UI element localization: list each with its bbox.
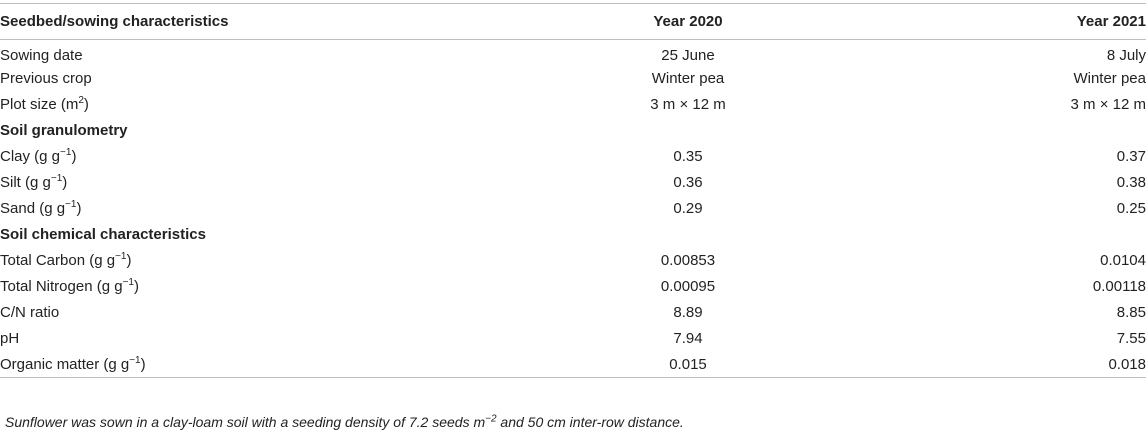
- value-2021: 0.37: [1116, 148, 1146, 165]
- value-2021: 0.0104: [1100, 252, 1146, 269]
- row-label: C/N ratio: [0, 304, 60, 321]
- value-2021: 8 July: [1106, 47, 1146, 65]
- row-label: Sand (g g−1): [0, 199, 82, 218]
- section-row-soil-chemical: Soil chemical characteristics: [0, 222, 1146, 248]
- value-2020: 0.00853: [660, 252, 716, 269]
- row-label: Total Carbon (g g−1): [0, 251, 132, 270]
- row-label: Previous crop: [0, 70, 92, 87]
- value-2020: 7.94: [673, 330, 703, 347]
- row-label: pH: [0, 330, 20, 347]
- row-label: Plot size (m2): [0, 95, 89, 114]
- table-row: Organic matter (g g−1) 0.015 0.018: [0, 351, 1146, 378]
- table-row: Sowing date 25 June 8 July: [0, 40, 1146, 66]
- characteristics-table: Seedbed/sowing characteristics Year 2020…: [0, 3, 1146, 378]
- table-row: pH 7.94 7.55: [0, 326, 1146, 352]
- value-2020: 0.00095: [660, 278, 716, 295]
- header-year-2021: Year 2021: [856, 3, 1146, 40]
- value-2020: 25 June: [661, 47, 715, 65]
- row-label: Sowing date: [0, 47, 83, 65]
- table-row: Clay (g g−1) 0.35 0.37: [0, 144, 1146, 170]
- value-2021: 3 m × 12 m: [1070, 96, 1146, 113]
- value-2020: Winter pea: [651, 70, 725, 87]
- value-2020: 8.89: [673, 304, 703, 321]
- value-2021: 8.85: [1116, 304, 1146, 321]
- value-2021: 0.25: [1116, 200, 1146, 217]
- table-row: Previous crop Winter pea Winter pea: [0, 66, 1146, 92]
- section-title: Soil chemical characteristics: [0, 226, 206, 243]
- value-2020: 0.36: [673, 174, 703, 191]
- table-footnote: Sunflower was sown in a clay-loam soil w…: [5, 413, 684, 430]
- value-2021: 7.55: [1116, 330, 1146, 347]
- table-row: Plot size (m2) 3 m × 12 m 3 m × 12 m: [0, 92, 1146, 118]
- value-2021: 0.00118: [1092, 278, 1146, 295]
- section-title: Soil granulometry: [0, 122, 128, 139]
- value-2020: 3 m × 12 m: [650, 96, 726, 113]
- table-row: Total Nitrogen (g g−1) 0.00095 0.00118: [0, 274, 1146, 300]
- value-2021: 0.38: [1116, 174, 1146, 191]
- section-row-soil-granulometry: Soil granulometry: [0, 118, 1146, 144]
- table-row: Total Carbon (g g−1) 0.00853 0.0104: [0, 248, 1146, 274]
- row-label: Clay (g g−1): [0, 147, 77, 166]
- value-2020: 0.35: [673, 148, 703, 165]
- value-2020: 0.015: [520, 351, 856, 378]
- table-row: Silt (g g−1) 0.36 0.38: [0, 170, 1146, 196]
- header-year-2020: Year 2020: [520, 3, 856, 40]
- table-row: Sand (g g−1) 0.29 0.25: [0, 196, 1146, 222]
- value-2021: Winter pea: [1073, 70, 1146, 87]
- header-characteristics: Seedbed/sowing characteristics: [0, 3, 520, 40]
- table-header-row: Seedbed/sowing characteristics Year 2020…: [0, 3, 1146, 40]
- row-label: Silt (g g−1): [0, 173, 68, 192]
- value-2021: 0.018: [856, 351, 1146, 378]
- table-row: C/N ratio 8.89 8.85: [0, 300, 1146, 326]
- value-2020: 0.29: [673, 200, 703, 217]
- row-label: Organic matter (g g−1): [0, 351, 520, 378]
- row-label: Total Nitrogen (g g−1): [0, 277, 139, 296]
